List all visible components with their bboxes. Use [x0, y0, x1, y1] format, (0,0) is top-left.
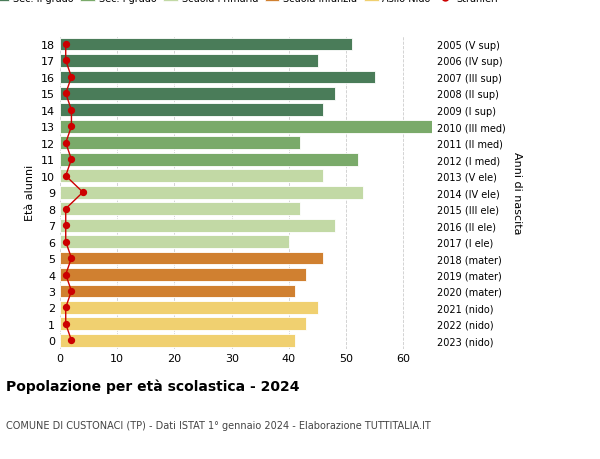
Bar	[60, 235, 289, 248]
Point	[67, 156, 76, 163]
Bar	[60, 104, 323, 117]
Legend: Sec. II grado, Sec. I grado, Scuola Primaria, Scuola Infanzia, Asilo Nido, Stran: Sec. II grado, Sec. I grado, Scuola Prim…	[0, 0, 500, 6]
Point	[61, 90, 71, 98]
Point	[78, 189, 88, 196]
Bar	[60, 88, 335, 101]
Y-axis label: Età alunni: Età alunni	[25, 165, 35, 221]
Bar	[60, 72, 375, 84]
Point	[61, 222, 71, 230]
Bar	[60, 55, 317, 68]
Bar	[60, 186, 364, 199]
Point	[61, 206, 71, 213]
Bar	[60, 302, 317, 314]
Point	[61, 320, 71, 328]
Bar	[60, 318, 306, 330]
Bar	[60, 252, 323, 265]
Point	[67, 107, 76, 114]
Bar	[60, 203, 301, 216]
Y-axis label: Anni di nascita: Anni di nascita	[512, 151, 522, 234]
Point	[67, 255, 76, 262]
Bar	[60, 285, 295, 298]
Text: Popolazione per età scolastica - 2024: Popolazione per età scolastica - 2024	[6, 379, 299, 393]
Point	[61, 271, 71, 279]
Bar	[60, 219, 335, 232]
Point	[61, 238, 71, 246]
Point	[61, 173, 71, 180]
Point	[67, 288, 76, 295]
Point	[67, 123, 76, 131]
Bar	[60, 121, 432, 134]
Point	[61, 58, 71, 65]
Point	[67, 337, 76, 344]
Point	[67, 74, 76, 81]
Bar	[60, 334, 295, 347]
Bar	[60, 39, 352, 51]
Bar	[60, 153, 358, 166]
Point	[61, 140, 71, 147]
Point	[61, 304, 71, 312]
Bar	[60, 269, 306, 281]
Bar	[60, 137, 301, 150]
Bar	[60, 170, 323, 183]
Point	[61, 41, 71, 49]
Text: COMUNE DI CUSTONACI (TP) - Dati ISTAT 1° gennaio 2024 - Elaborazione TUTTITALIA.: COMUNE DI CUSTONACI (TP) - Dati ISTAT 1°…	[6, 420, 431, 430]
